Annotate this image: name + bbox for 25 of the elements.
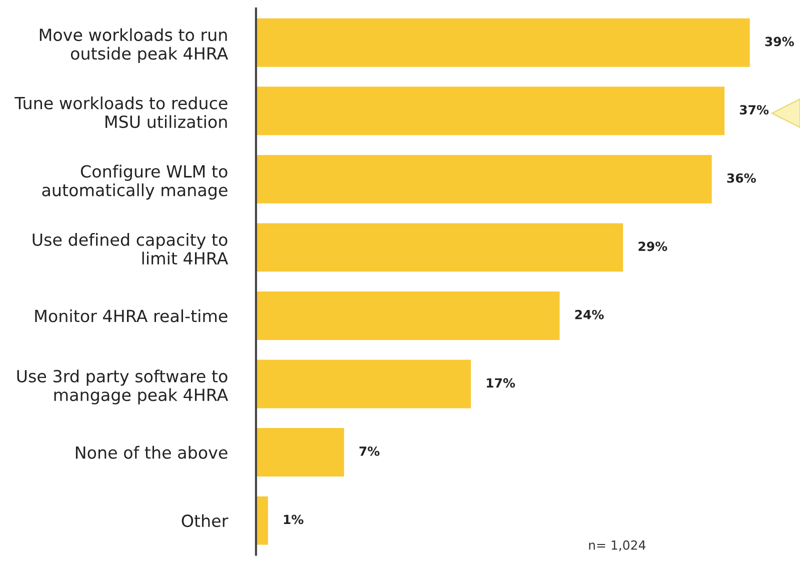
y-tick-label: Tune workloads to reduce MSU utilization [14, 96, 228, 128]
y-tick-label: Other [182, 514, 228, 528]
y-tick-label: Use 3rd party software to mangage peak 4HRA [17, 370, 228, 404]
data-label: 1% [284, 514, 304, 524]
data-label: 36% [727, 173, 756, 183]
y-tick-label: Move workloads to run outside peak 4HRA [40, 28, 228, 64]
data-label: 29% [638, 242, 668, 252]
data-label: 17% [486, 378, 515, 388]
y-tick-label: Configure WLM to automatically manage [42, 164, 228, 200]
y-tick-label: Use defined capacity to limit 4HRA [32, 233, 228, 264]
bar [256, 222, 624, 274]
bar [256, 290, 562, 342]
y-tick-label: Monitor 4HRA real-time [35, 309, 228, 322]
data-label: 39% [765, 36, 794, 46]
annotation: n= 1,024 [589, 540, 646, 552]
data-label: 7% [359, 446, 380, 456]
bar [256, 85, 726, 137]
bar [256, 154, 714, 205]
data-label: 37% [740, 105, 769, 115]
y-tick-label: None of the above [76, 446, 228, 459]
bar [256, 358, 472, 410]
bar [256, 17, 752, 68]
bar [256, 426, 346, 478]
data-label: 24% [575, 310, 604, 320]
bar [256, 494, 270, 546]
